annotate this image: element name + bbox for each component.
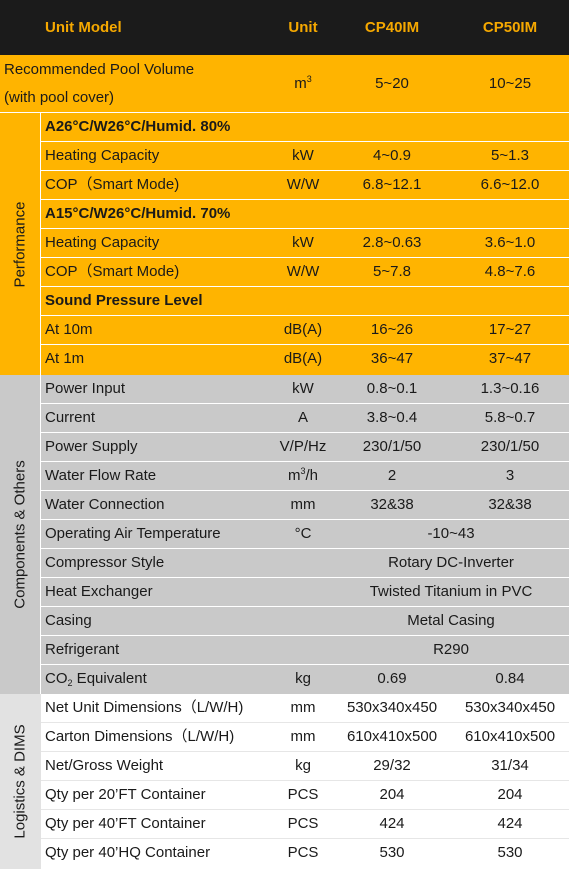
pool-volume-row: Recommended Pool Volume (with pool cover… <box>0 55 569 113</box>
condition-heading: A15°C/W26°C/Humid. 70% <box>45 205 231 222</box>
pool-volume-cp40: 5~20 <box>375 75 409 92</box>
header-cp50im: CP50IM <box>482 19 538 36</box>
pool-volume-cp50: 10~25 <box>488 75 532 92</box>
table-row: Qty per 40’FT Container PCS 424 424 <box>41 810 569 839</box>
table-row: Heat Exchanger Twisted Titanium in PVC <box>41 578 569 607</box>
header-unit: Unit <box>288 19 318 36</box>
table-row: Qty per 20’FT Container PCS 204 204 <box>41 781 569 810</box>
components-section: Components & Others Power Input kW 0.8~0… <box>0 375 569 694</box>
header-cp40im: CP40IM <box>364 19 420 36</box>
performance-section: Performance A26°C/W26°C/Humid. 80% Heati… <box>0 113 569 375</box>
table-row: Net Unit Dimensions（L/W/H) mm 530x340x45… <box>41 694 569 723</box>
table-row: Compressor Style Rotary DC-Inverter <box>41 549 569 578</box>
table-row: Refrigerant R290 <box>41 636 569 665</box>
table-row: Operating Air Temperature °C -10~43 <box>41 520 569 549</box>
table-row: CO2 Equivalent kg 0.69 0.84 <box>41 665 569 694</box>
table-row: At 10m dB(A) 16~26 17~27 <box>41 316 569 345</box>
table-row: At 1m dB(A) 36~47 37~47 <box>45 350 532 367</box>
table-row: Heating Capacity kW 4~0.9 5~1.3 <box>41 142 569 171</box>
performance-side-label: Performance <box>0 113 41 375</box>
table-row: Water Flow Rate m3/h 2 3 <box>41 462 569 491</box>
table-row: Power Input kW 0.8~0.1 1.3~0.16 <box>41 375 569 404</box>
table-row: COP（Smart Mode) W/W 6.8~12.1 6.6~12.0 <box>41 171 569 200</box>
table-row: Net/Gross Weight kg 29/32 31/34 <box>41 752 569 781</box>
table-row: A26°C/W26°C/Humid. 80% <box>41 113 569 142</box>
table-row: Casing Metal Casing <box>41 607 569 636</box>
table-row: COP（Smart Mode) W/W 5~7.8 4.8~7.6 <box>41 258 569 287</box>
table-row: Power Supply V/P/Hz 230/1/50 230/1/50 <box>41 433 569 462</box>
table-row: Sound Pressure Level <box>41 287 569 316</box>
table-row: Current A 3.8~0.4 5.8~0.7 <box>41 404 569 433</box>
table-row: Water Connection mm 32&38 32&38 <box>41 491 569 520</box>
logistics-side-label: Logistics & DIMS <box>0 694 41 869</box>
table-row: Heating Capacity kW 2.8~0.63 3.6~1.0 <box>41 229 569 258</box>
pool-volume-unit: m3 <box>294 74 312 93</box>
pool-cover-label: (with pool cover) <box>4 89 115 106</box>
header-unit-model: Unit Model <box>45 19 122 36</box>
table-header: Unit Model Unit CP40IM CP50IM <box>0 0 569 55</box>
components-side-label: Components & Others <box>0 375 41 694</box>
table-row: A15°C/W26°C/Humid. 70% <box>41 200 569 229</box>
pool-volume-label: Recommended Pool Volume <box>4 61 195 78</box>
table-row: Qty per 40’HQ Container PCS 530 530 <box>41 839 569 868</box>
logistics-section: Logistics & DIMS Net Unit Dimensions（L/W… <box>0 694 569 869</box>
condition-heading: A26°C/W26°C/Humid. 80% <box>45 118 231 135</box>
sound-heading: Sound Pressure Level <box>45 292 203 309</box>
table-row: Carton Dimensions（L/W/H) mm 610x410x500 … <box>41 723 569 752</box>
